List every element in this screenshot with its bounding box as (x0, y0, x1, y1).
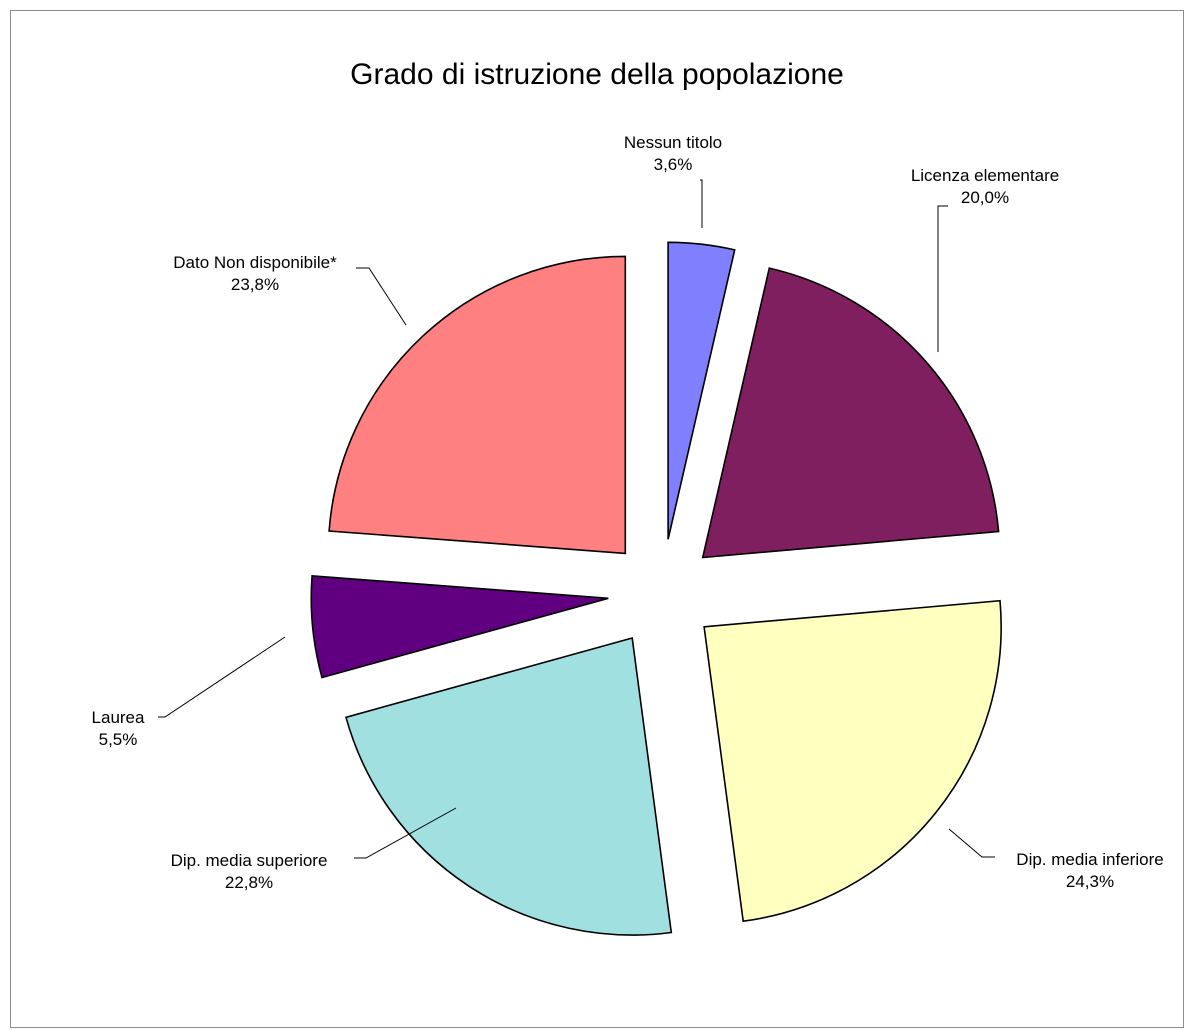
pie-slice-nessun-titolo (667, 241, 736, 540)
slice-label: Dip. media inferiore (1016, 850, 1163, 869)
pie-slice-laurea (310, 575, 609, 679)
slice-value-label: 22,8% (225, 873, 273, 892)
slice-value-label: 3,6% (654, 155, 693, 174)
slice-value-label: 20,0% (961, 188, 1009, 207)
pie-slice-dip-media-superiore (345, 636, 673, 936)
leader-line (948, 828, 995, 858)
leader-line (700, 179, 703, 228)
slice-value-label: 23,8% (231, 275, 279, 294)
leader-line (356, 267, 407, 326)
pie-slice-licenza-elementare (701, 267, 1000, 559)
slice-value-label: 5,5% (99, 730, 138, 749)
slice-label: Dip. media superiore (171, 851, 328, 870)
leader-line (354, 807, 457, 859)
slice-label: Licenza elementare (911, 166, 1059, 185)
slice-label: Nessun titolo (624, 133, 722, 152)
slice-label: Dato Non disponibile* (173, 253, 337, 272)
slice-value-label: 24,3% (1066, 872, 1114, 891)
slice-label: Laurea (92, 708, 145, 727)
pie-slice-dato-non-disponibile (328, 255, 627, 555)
pie-slice-dip-media-inferiore (703, 599, 1002, 923)
leader-line (937, 205, 948, 352)
chart-title: Grado di istruzione della popolazione (350, 58, 844, 91)
leader-line (158, 636, 286, 718)
